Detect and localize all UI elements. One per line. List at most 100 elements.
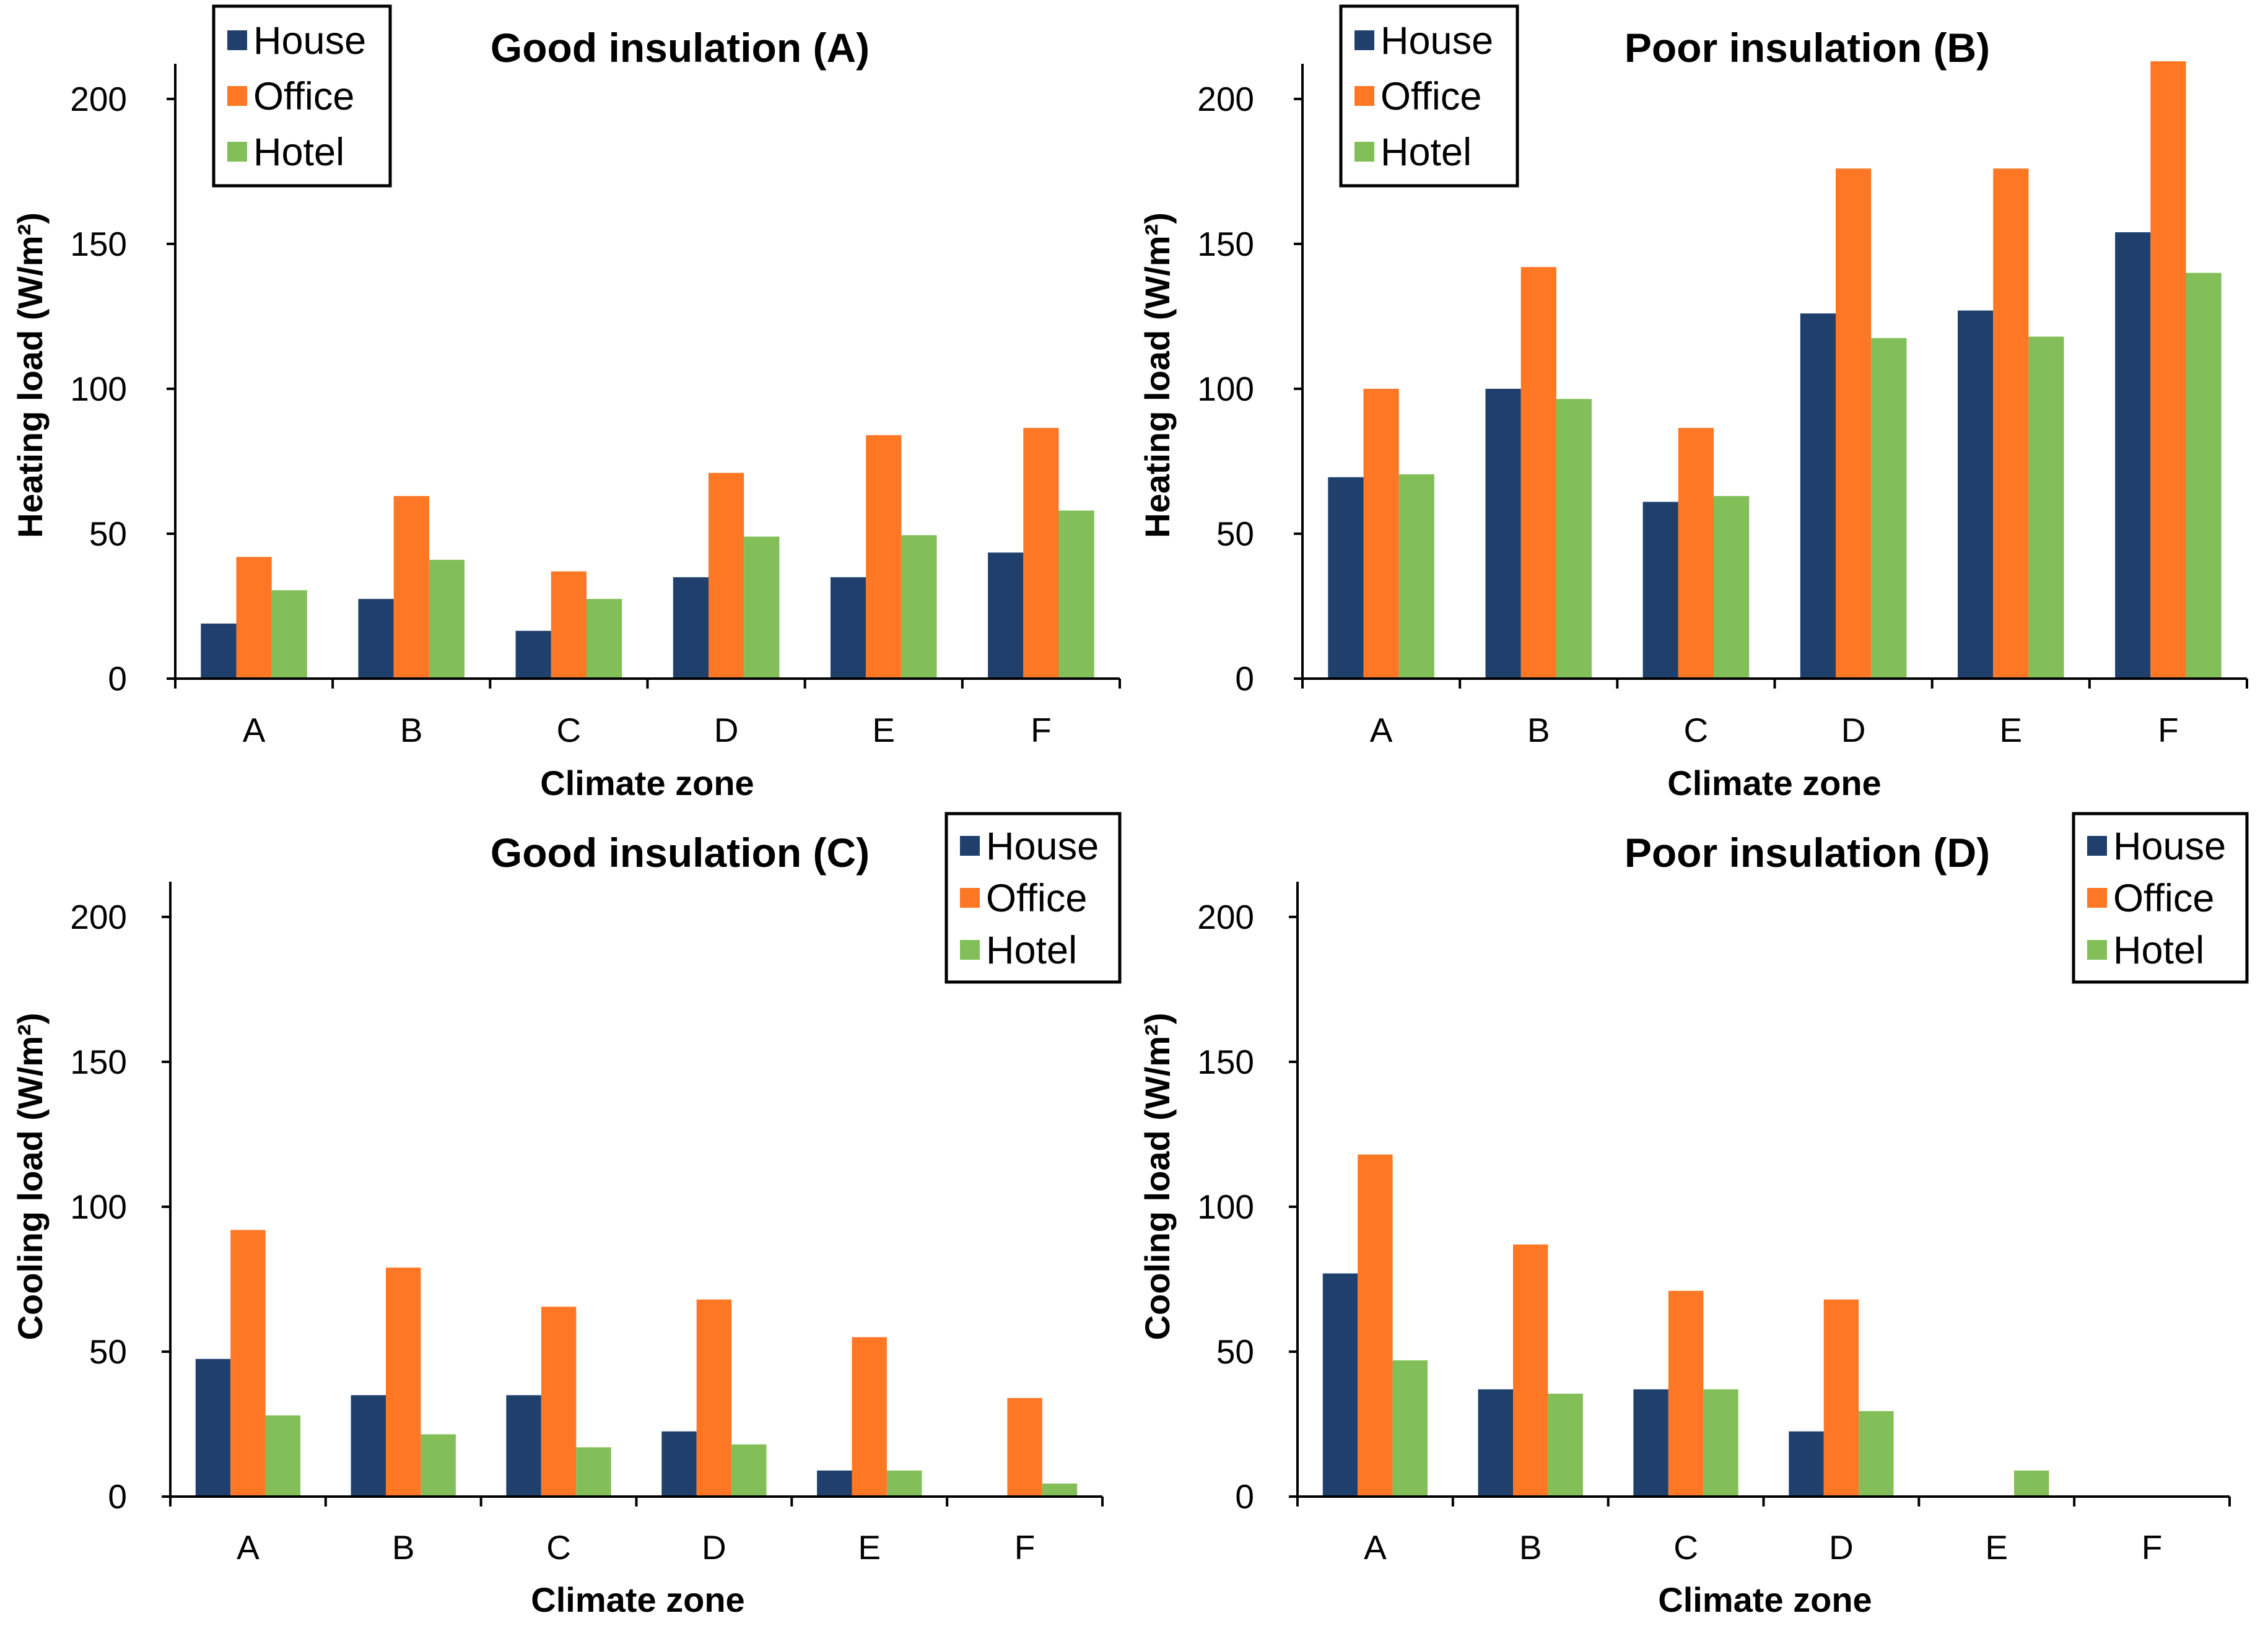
x-tick-label: A: [1370, 711, 1393, 749]
bar-hotel-a: [265, 1415, 300, 1497]
x-tick-label: D: [702, 1528, 726, 1567]
bar-office-f: [1023, 428, 1059, 679]
y-tick-label: 0: [108, 659, 127, 698]
bar-house-b: [358, 599, 394, 679]
x-tick-label: C: [1673, 1528, 1698, 1567]
legend-swatch-hotel: [227, 142, 247, 162]
legend-label-office: Office: [986, 877, 1087, 920]
bar-office-c: [541, 1306, 577, 1497]
chart-panel-heating-poor: 0 50 100 150 200 A B C D E F Climate zone Heating lo…: [1138, 4, 2248, 802]
y-tick-label: 100: [70, 1188, 127, 1226]
y-tick-label: 50: [89, 515, 127, 553]
y-tick-label: 200: [70, 898, 127, 936]
chart-panel-cooling-poor: 0 50 100 150 200 A B C D E F Climate zone Cooling lo…: [1138, 812, 2249, 1619]
y-axis-title: Cooling load (W/m²): [11, 1013, 50, 1341]
chart-title: Poor insulation (D): [1625, 830, 1990, 876]
y-tick-label: 100: [1197, 370, 1254, 408]
bar-hotel-d: [731, 1444, 767, 1497]
x-tick-label: E: [1999, 711, 2022, 749]
x-tick-label: E: [1985, 1528, 2008, 1567]
y-tick-label: 150: [70, 225, 127, 263]
bar-house-c: [506, 1395, 541, 1497]
bar-office-a: [230, 1230, 266, 1497]
x-axis-title: Climate zone: [1658, 1580, 1872, 1619]
legend-label-hotel: Hotel: [253, 131, 344, 174]
legend-label-house: House: [1380, 19, 1493, 63]
legend-swatch-hotel: [1354, 142, 1374, 162]
legend-label-office: Office: [2113, 877, 2214, 920]
x-tick-label: F: [1014, 1528, 1036, 1567]
bar-office-e: [866, 435, 902, 679]
bar-office-a: [1358, 1154, 1393, 1497]
bar-office-c: [1678, 428, 1714, 679]
y-tick-label: 0: [108, 1477, 127, 1516]
x-tick-label: B: [392, 1528, 415, 1567]
legend-label-office: Office: [253, 75, 354, 118]
y-tick-label: 50: [1216, 1333, 1254, 1371]
legend-label-house: House: [986, 825, 1099, 868]
legend-swatch-office: [960, 888, 980, 908]
legend-swatch-hotel: [960, 940, 980, 960]
bar-office-d: [709, 472, 744, 679]
chart-title: Good insulation (A): [491, 25, 870, 71]
bar-office-e: [1993, 168, 2029, 679]
x-tick-label: B: [1519, 1528, 1542, 1567]
x-tick-label: F: [2158, 711, 2179, 749]
bar-hotel-b: [1556, 399, 1592, 679]
x-tick-label: F: [2142, 1528, 2163, 1567]
legend-swatch-office: [1354, 86, 1374, 106]
bar-hotel-f: [2186, 272, 2222, 679]
bar-house-b: [1478, 1389, 1513, 1497]
bar-house-d: [661, 1431, 697, 1497]
y-tick-label: 150: [1197, 225, 1254, 263]
bar-house-c: [1633, 1389, 1668, 1497]
chart-panel-heating-good: 0 50 100 150 200 A B C D E F Climate zone Heating lo…: [11, 4, 1121, 802]
legend: House Office Hotel: [1339, 4, 1519, 188]
y-tick-label: 100: [1197, 1188, 1254, 1226]
legend: House Office Hotel: [944, 812, 1122, 984]
bar-hotel-f: [1042, 1483, 1078, 1497]
bar-hotel-f: [1058, 510, 1094, 679]
bar-house-d: [1789, 1431, 1824, 1497]
bar-hotel-a: [271, 590, 307, 679]
x-tick-label: F: [1031, 711, 1052, 749]
x-tick-label: B: [1527, 711, 1550, 749]
x-tick-label: A: [237, 1528, 260, 1567]
bar-hotel-b: [1548, 1393, 1583, 1497]
y-tick-label: 150: [1197, 1043, 1254, 1081]
x-tick-label: A: [243, 711, 266, 749]
x-tick-label: C: [1684, 711, 1709, 749]
legend-label-hotel: Hotel: [2113, 929, 2204, 972]
bar-house-a: [1322, 1273, 1358, 1497]
bar-hotel-d: [1859, 1411, 1894, 1497]
legend-label-house: House: [253, 19, 366, 63]
y-tick-label: 0: [1235, 659, 1254, 698]
bar-office-f: [2150, 61, 2186, 679]
bar-house-a: [195, 1359, 231, 1497]
x-tick-label: C: [546, 1528, 571, 1567]
bar-office-d: [1836, 168, 1872, 679]
bar-house-d: [1800, 313, 1836, 679]
legend: House Office Hotel: [2072, 812, 2249, 984]
bar-office-d: [696, 1299, 732, 1497]
y-axis-title: Cooling load (W/m²): [1138, 1013, 1177, 1341]
x-tick-label: D: [714, 711, 739, 749]
legend-swatch-house: [960, 836, 980, 856]
bar-hotel-c: [576, 1447, 611, 1497]
legend-label-office: Office: [1380, 75, 1481, 118]
bar-house-b: [351, 1395, 386, 1497]
bar-house-e: [1958, 310, 1994, 679]
x-tick-label: E: [858, 1528, 881, 1567]
bar-house-c: [1642, 502, 1678, 679]
chart-title: Good insulation (C): [491, 830, 870, 876]
bar-hotel-e: [2014, 1470, 2049, 1497]
bar-hotel-d: [1871, 338, 1907, 679]
bar-house-f: [988, 552, 1024, 679]
legend: House Office Hotel: [212, 4, 392, 188]
x-tick-label: C: [557, 711, 582, 749]
bar-office-c: [1668, 1290, 1704, 1497]
bar-office-b: [1520, 267, 1556, 679]
bar-house-e: [817, 1470, 852, 1497]
